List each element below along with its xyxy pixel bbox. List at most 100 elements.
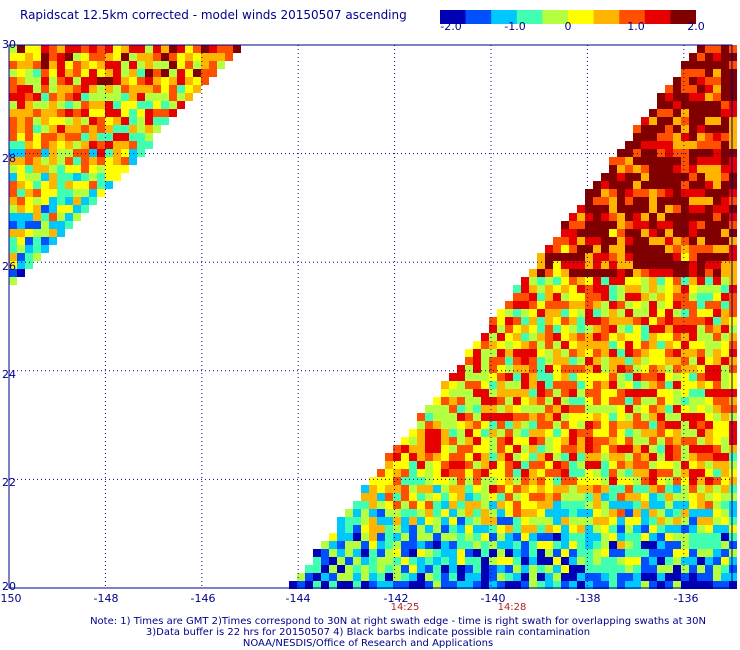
- wind-cell: [33, 245, 41, 253]
- wind-cell: [705, 253, 713, 261]
- wind-cell: [561, 365, 569, 373]
- wind-cell: [601, 173, 609, 181]
- wind-cell: [513, 317, 521, 325]
- wind-cell: [665, 501, 673, 509]
- wind-cell: [505, 565, 513, 573]
- wind-cell: [705, 549, 713, 557]
- wind-cell: [481, 349, 489, 357]
- wind-cell: [561, 285, 569, 293]
- wind-cell: [561, 269, 569, 277]
- wind-cell: [449, 541, 457, 549]
- wind-cell: [545, 269, 553, 277]
- wind-cell: [657, 485, 665, 493]
- wind-cell: [593, 517, 601, 525]
- wind-cell: [673, 261, 681, 269]
- wind-cell: [401, 445, 409, 453]
- wind-cell: [473, 349, 481, 357]
- wind-cell: [721, 493, 729, 501]
- wind-cell: [641, 229, 649, 237]
- wind-cell: [569, 285, 577, 293]
- wind-cell: [657, 237, 665, 245]
- wind-cell: [665, 413, 673, 421]
- wind-cell: [633, 541, 641, 549]
- wind-cell: [441, 533, 449, 541]
- wind-cell: [705, 141, 713, 149]
- wind-cell: [401, 493, 409, 501]
- wind-cell: [713, 69, 721, 77]
- wind-cell: [81, 109, 89, 117]
- wind-cell: [489, 341, 497, 349]
- wind-cell: [57, 149, 65, 157]
- wind-cell: [633, 325, 641, 333]
- wind-cell: [497, 573, 505, 581]
- wind-cell: [425, 565, 433, 573]
- wind-cell: [313, 581, 321, 589]
- wind-cell: [513, 413, 521, 421]
- wind-cell: [681, 581, 689, 589]
- wind-cell: [537, 565, 545, 573]
- wind-cell: [721, 125, 729, 133]
- wind-cell: [593, 357, 601, 365]
- wind-cell: [569, 501, 577, 509]
- wind-cell: [401, 549, 409, 557]
- wind-cell: [593, 573, 601, 581]
- wind-cell: [713, 525, 721, 533]
- wind-cell: [433, 421, 441, 429]
- wind-cell: [601, 381, 609, 389]
- wind-cell: [609, 261, 617, 269]
- wind-cell: [665, 549, 673, 557]
- wind-cell: [465, 581, 473, 589]
- wind-cell: [473, 541, 481, 549]
- wind-cell: [729, 509, 737, 517]
- wind-cell: [345, 509, 353, 517]
- wind-cell: [585, 413, 593, 421]
- wind-cell: [361, 557, 369, 565]
- wind-cell: [505, 373, 513, 381]
- wind-cell: [393, 549, 401, 557]
- wind-cell: [665, 213, 673, 221]
- wind-cell: [697, 397, 705, 405]
- wind-cell: [89, 53, 97, 61]
- wind-cell: [185, 85, 193, 93]
- wind-cell: [545, 261, 553, 269]
- wind-cell: [625, 165, 633, 173]
- wind-cell: [593, 325, 601, 333]
- wind-cell: [49, 229, 57, 237]
- wind-cell: [545, 365, 553, 373]
- wind-cell: [705, 581, 713, 589]
- wind-cell: [553, 381, 561, 389]
- wind-cell: [457, 517, 465, 525]
- wind-cell: [425, 429, 433, 437]
- wind-cell: [593, 341, 601, 349]
- wind-cell: [617, 485, 625, 493]
- wind-cell: [537, 453, 545, 461]
- wind-cell: [601, 421, 609, 429]
- wind-cell: [505, 365, 513, 373]
- wind-cell: [705, 181, 713, 189]
- wind-cell: [553, 541, 561, 549]
- wind-cell: [721, 461, 729, 469]
- wind-cell: [425, 413, 433, 421]
- wind-cell: [569, 437, 577, 445]
- wind-cell: [617, 309, 625, 317]
- wind-cell: [641, 453, 649, 461]
- wind-cell: [25, 181, 33, 189]
- wind-cell: [121, 149, 129, 157]
- wind-cell: [513, 381, 521, 389]
- wind-cell: [209, 53, 217, 61]
- wind-cell: [441, 461, 449, 469]
- wind-cell: [481, 413, 489, 421]
- wind-cell: [705, 413, 713, 421]
- wind-cell: [9, 61, 17, 69]
- wind-cell: [617, 405, 625, 413]
- wind-cell: [417, 581, 425, 589]
- wind-cell: [729, 117, 737, 125]
- wind-cell: [657, 189, 665, 197]
- wind-cell: [25, 69, 33, 77]
- wind-cell: [721, 253, 729, 261]
- wind-cell: [529, 413, 537, 421]
- wind-cell: [657, 469, 665, 477]
- wind-cell: [713, 373, 721, 381]
- wind-cell: [625, 485, 633, 493]
- wind-cell: [161, 109, 169, 117]
